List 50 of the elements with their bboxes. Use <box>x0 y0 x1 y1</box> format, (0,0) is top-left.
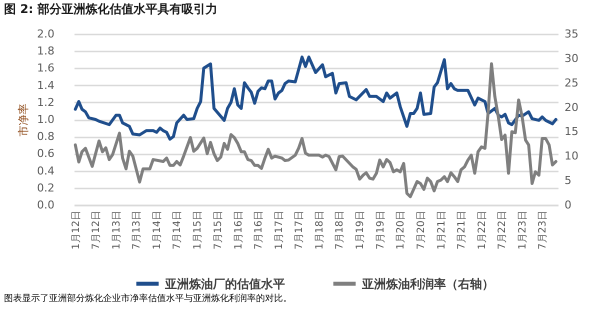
x-tick-label: 1月12日 <box>70 210 82 250</box>
y2-tick-label: 35 <box>564 28 578 40</box>
x-tick-label: 1月17日 <box>274 210 285 250</box>
y-tick-label: 1.8 <box>37 44 54 58</box>
y-tick-label: 1.6 <box>37 62 54 75</box>
text: 图表显示了亚洲部分炼化企业市净率估值水平与亚洲炼化利润率的对比。 <box>4 293 292 304</box>
x-tick-label: 1月15日 <box>192 210 204 250</box>
x-tick-label: 7月15日 <box>212 210 224 250</box>
y-tick-label: 1.4 <box>37 78 54 92</box>
x-tick-label: 7月14日 <box>172 210 184 250</box>
y2-tick-label: 30 <box>564 52 578 65</box>
y2-tick-label: 15 <box>564 125 578 138</box>
x-tick-label: 7月19日 <box>375 210 386 250</box>
x-tick-label: 1月16日 <box>233 210 244 250</box>
x-tick-label: 7月20日 <box>416 210 427 250</box>
y2-tick-label: 5 <box>564 174 572 188</box>
x-tick-label: 1月23日 <box>518 210 529 250</box>
y2-tick-label: 10 <box>564 150 578 163</box>
line-series <box>74 56 558 141</box>
x-tick-label: 7月21日 <box>456 210 468 250</box>
x-tick-label: 1月18日 <box>314 210 326 250</box>
chart-title: 图 2: 部分亚洲炼化估值水平具有吸引力 <box>4 2 218 16</box>
y-tick-label: 0.6 <box>37 147 54 160</box>
x-tick-label: 1月21日 <box>436 210 448 250</box>
legend-label: 亚洲炼油厂的估值水平 <box>164 276 285 291</box>
x-tick-label: 7月16日 <box>254 210 265 250</box>
x-tick-label: 7月22日 <box>497 210 508 250</box>
y-tick-label: 1.2 <box>37 96 54 109</box>
y2-tick-label: 0 <box>564 198 572 212</box>
x-tick-label: 1月20日 <box>396 210 407 250</box>
y-tick-label: 0.4 <box>37 164 54 178</box>
x-tick-label: 1月14日 <box>152 210 164 250</box>
x-tick-label: 7月12日 <box>91 210 102 250</box>
x-tick-label: 1月22日 <box>477 210 488 250</box>
legend-label: 亚洲炼油利润率（右轴） <box>361 276 494 291</box>
x-tick-label: 7月17日 <box>294 210 306 250</box>
y-tick-label: 0.2 <box>37 181 54 194</box>
x-tick-label: 7月13日 <box>132 210 143 250</box>
x-tick-label: 7月23日 <box>538 210 549 250</box>
y-tick-label: 1.0 <box>37 113 54 126</box>
y-axis-title: 市净率 <box>17 104 30 136</box>
x-tick-label: 7月18日 <box>334 210 346 250</box>
y-tick-label: 2.0 <box>37 28 54 40</box>
y2-tick-label: 25 <box>564 76 578 90</box>
line-series <box>74 62 558 198</box>
y-tick-label: 0.8 <box>37 130 54 144</box>
y-tick-label: 0.0 <box>37 198 54 212</box>
x-tick-label: 1月13日 <box>112 210 123 250</box>
x-tick-label: 1月19日 <box>355 210 366 250</box>
y2-tick-label: 20 <box>564 100 578 114</box>
